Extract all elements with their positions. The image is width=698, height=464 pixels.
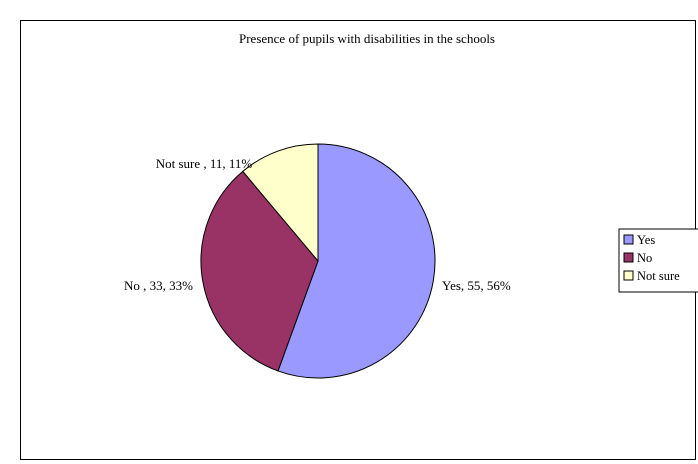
legend-swatch-not-sure	[623, 270, 634, 281]
pie-slice-yes	[277, 143, 436, 379]
pie-slice-not-sure	[242, 143, 319, 263]
legend-label-not-sure: Not sure	[637, 269, 680, 283]
data-labels: Yes, 55, 56% No , 33, 33% Not sure , 11, 1…	[124, 156, 511, 293]
legend: Yes No Not sure	[618, 228, 698, 293]
data-label-yes: Yes, 55, 56%	[442, 278, 511, 293]
pie-slices	[200, 143, 436, 379]
legend-swatch-yes	[623, 234, 634, 245]
legend-label-yes: Yes	[637, 233, 655, 247]
legend-label-no: No	[637, 251, 652, 265]
data-label-not-sure: Not sure , 11, 11%	[156, 156, 253, 171]
pie-slice-no	[200, 170, 319, 372]
chart-title: Presence of pupils with disabilities in …	[239, 31, 495, 46]
legend-swatch-no	[623, 252, 634, 263]
data-label-no: No , 33, 33%	[124, 278, 193, 293]
